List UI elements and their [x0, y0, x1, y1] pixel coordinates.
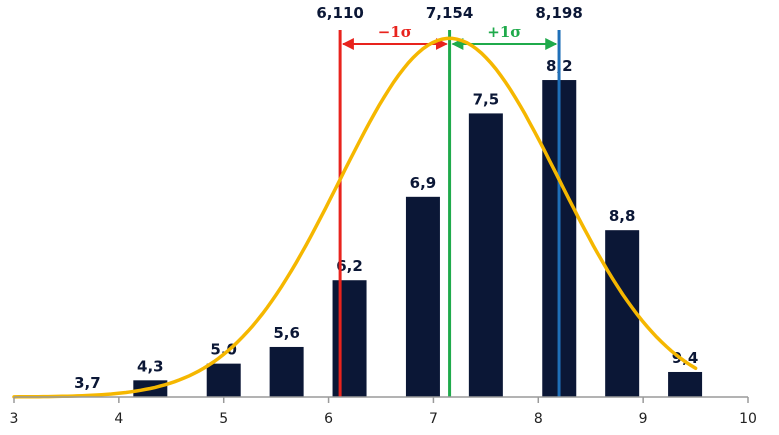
reference-line-label: 7,154: [426, 4, 473, 22]
bar: [269, 346, 304, 397]
reference-line-label: 8,198: [535, 4, 582, 22]
x-tick-label: 7: [429, 411, 438, 427]
bar-value-label: 5,0: [210, 341, 237, 359]
bar-value-label: 9,4: [672, 349, 699, 367]
bar: [668, 371, 703, 397]
bar-value-label: 6,2: [336, 257, 363, 275]
x-tick-label: 6: [324, 411, 333, 427]
reference-line-label: 6,110: [316, 4, 363, 22]
bar-value-label: 8,8: [609, 207, 636, 225]
bar: [468, 113, 503, 397]
bar-value-label: 7,5: [473, 90, 500, 108]
bar: [405, 196, 440, 397]
bar: [332, 280, 367, 397]
normal-distribution-curve: [12, 36, 698, 399]
bar-value-label: 6,9: [410, 174, 437, 192]
x-tick-label: 10: [739, 411, 757, 427]
bar-value-label: 5,6: [273, 324, 300, 342]
sigma-label: +1σ: [487, 23, 521, 41]
x-tick-label: 9: [639, 411, 648, 427]
bar-value-label: 3,7: [74, 374, 101, 392]
sigma-label: −1σ: [378, 23, 412, 41]
x-tick-label: 3: [10, 411, 19, 427]
bar: [206, 363, 241, 397]
bar-value-label: 4,3: [137, 357, 164, 375]
x-tick-label: 8: [534, 411, 543, 427]
x-tick-label: 5: [219, 411, 228, 427]
x-tick-label: 4: [114, 411, 123, 427]
bar: [605, 230, 640, 397]
